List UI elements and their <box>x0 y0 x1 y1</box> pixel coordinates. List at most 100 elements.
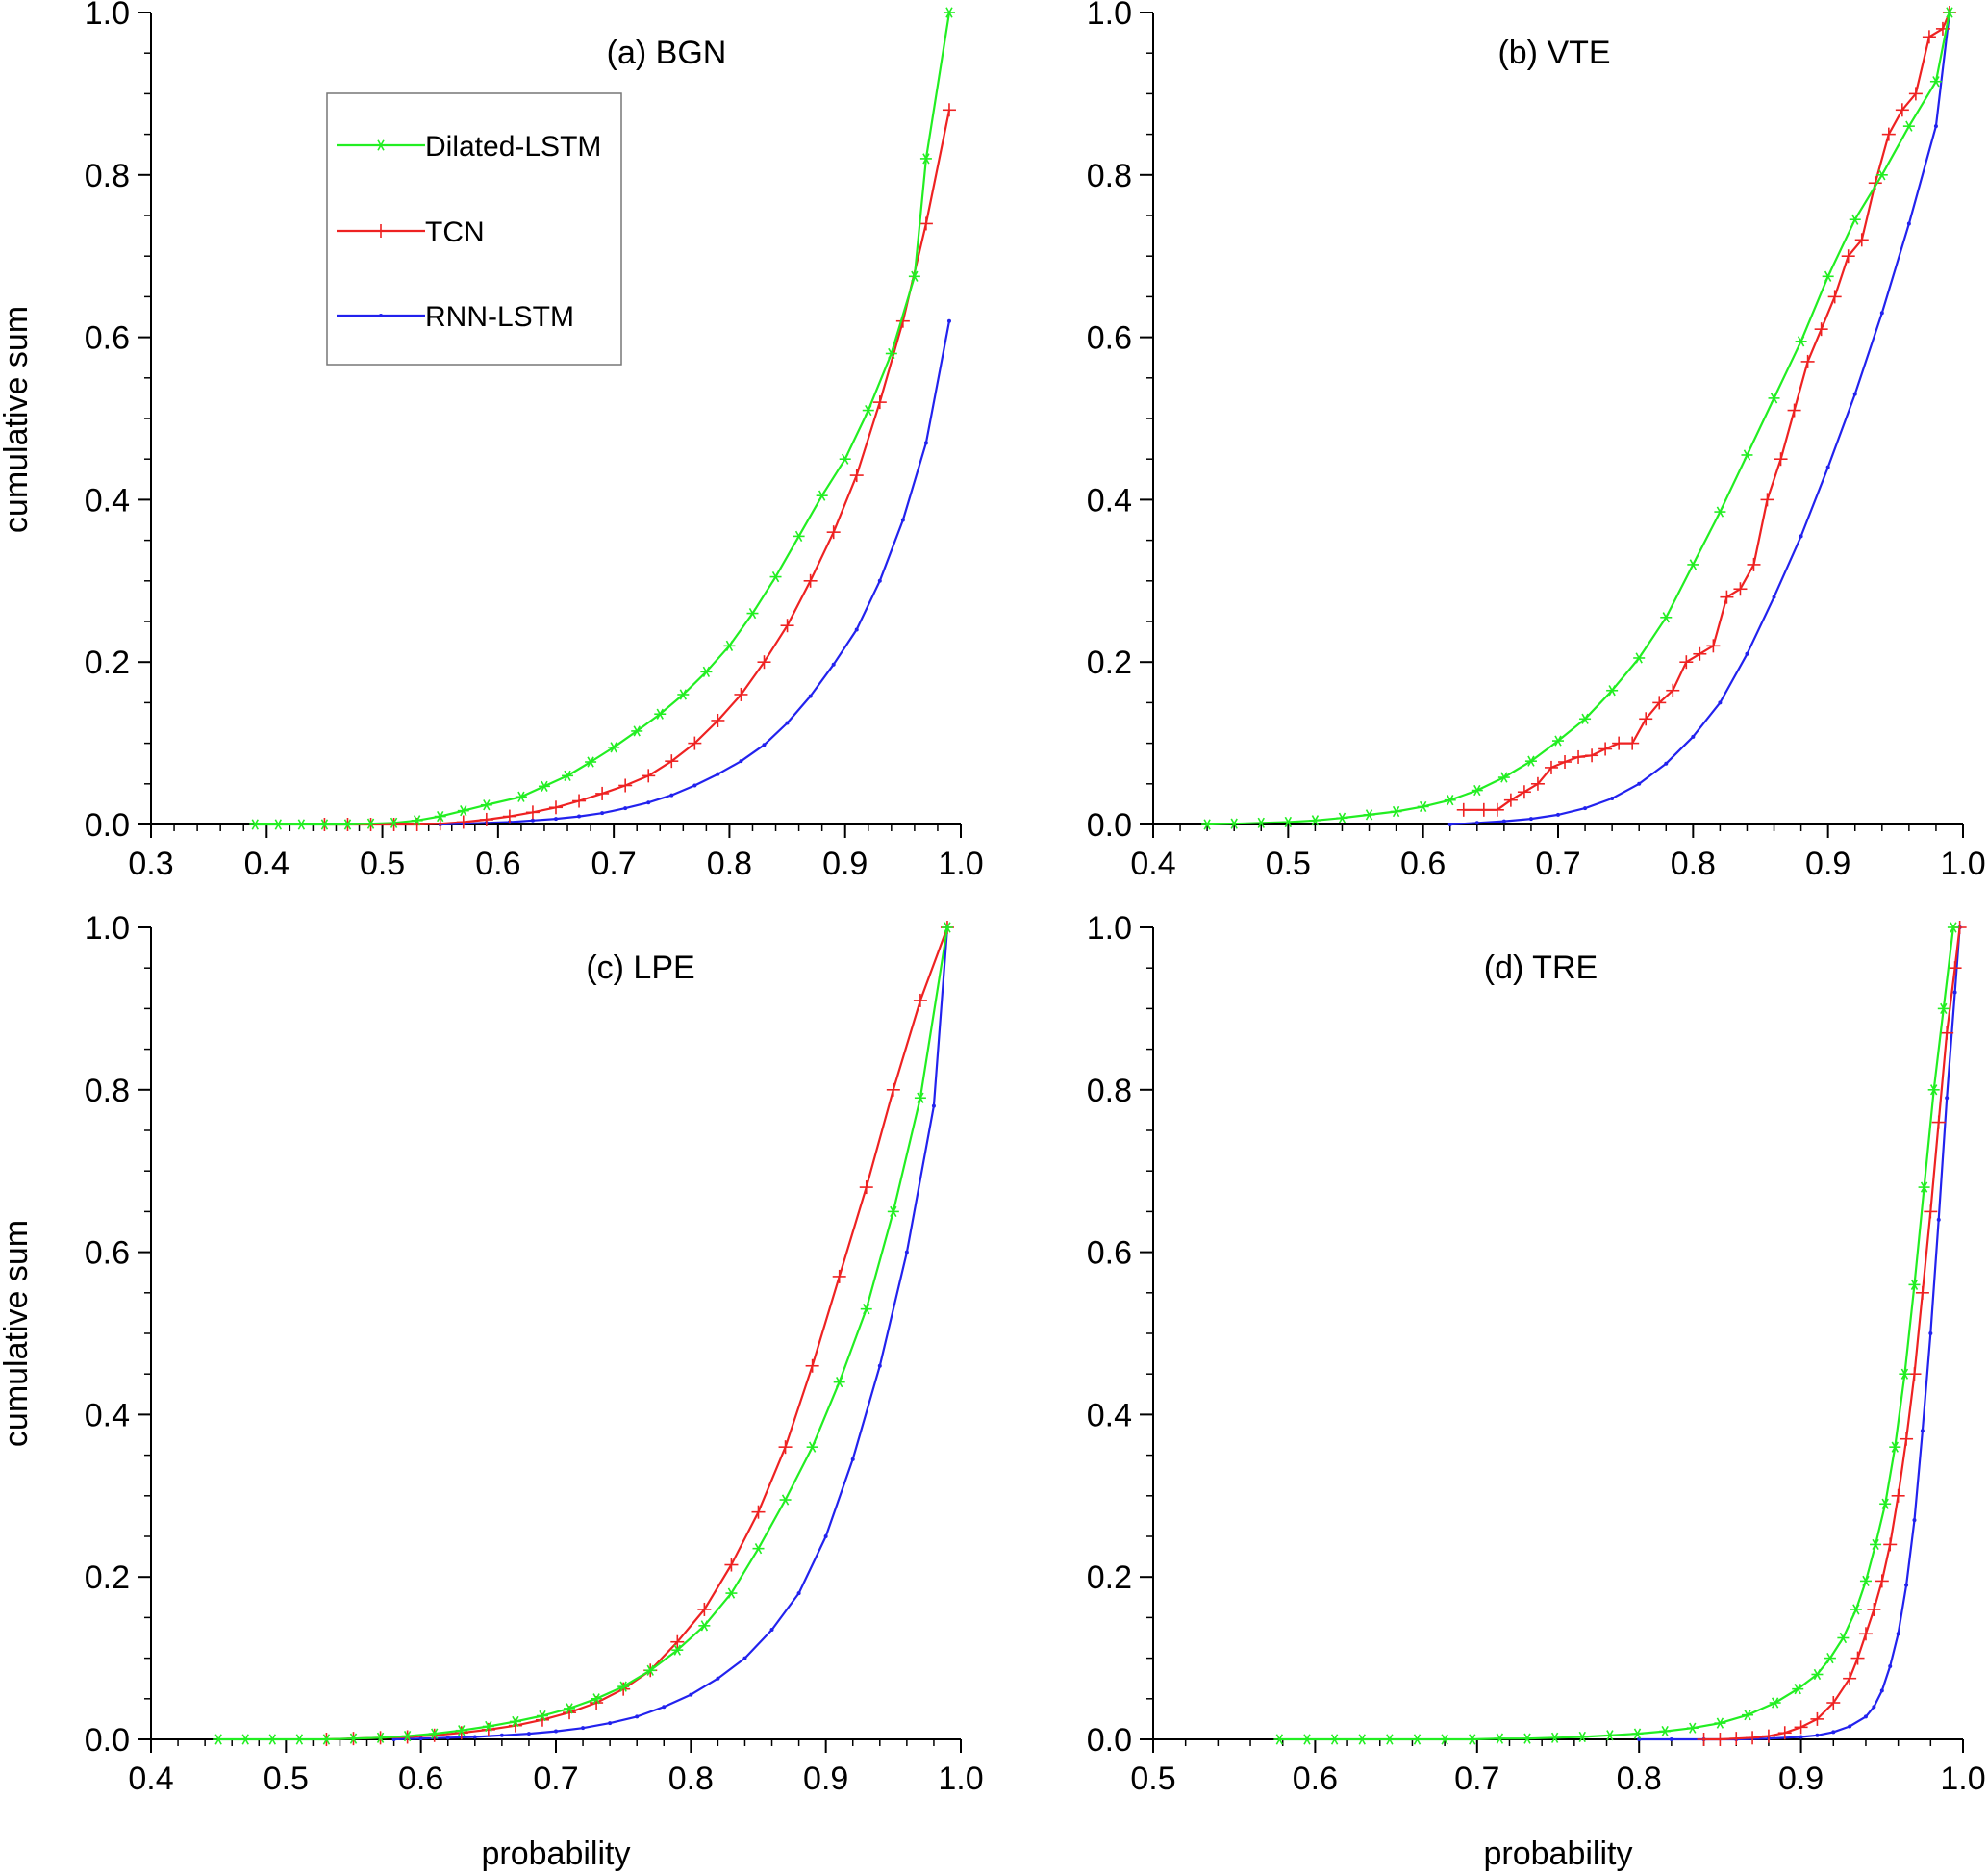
panel-c-point-dilated-lstm <box>914 1092 926 1103</box>
legend-box <box>326 92 622 366</box>
panel-b-point-rnn-lstm <box>1556 812 1560 817</box>
panel-a-point-tcn <box>711 713 725 727</box>
panel-b-xtick-label: 0.6 <box>1400 846 1446 882</box>
panel-d-point-dilated-lstm <box>1548 1732 1561 1743</box>
panel-a-ytick-label: 1.0 <box>85 0 130 32</box>
panel-b-point-dilated-lstm <box>1579 713 1592 724</box>
panel-d-point-dilated-lstm <box>1439 1734 1451 1745</box>
panel-b-point-dilated-lstm <box>1795 336 1807 347</box>
panel-b-ytick-label: 0.8 <box>1087 158 1132 194</box>
panel-b-point-rnn-lstm <box>1745 651 1749 656</box>
panel-a-point-dilated-lstm <box>249 819 262 830</box>
panel-c-point-dilated-lstm <box>374 1732 387 1743</box>
panel-c-point-rnn-lstm <box>742 1656 747 1660</box>
panel-a-point-dilated-lstm <box>769 570 782 583</box>
panel-a-point-dilated-lstm <box>862 404 874 417</box>
panel-a-point-tcn <box>734 687 748 701</box>
panel-a-point-tcn <box>665 754 679 769</box>
panel-b-series-tcn <box>1456 6 1956 817</box>
panel-d-point-rnn-lstm <box>1872 1705 1876 1710</box>
panel-a-point-dilated-lstm <box>388 817 400 828</box>
panel-b-point-rnn-lstm <box>1879 311 1884 316</box>
panel-c-point-dilated-lstm <box>644 1664 657 1676</box>
panel-b-point-tcn <box>1881 127 1896 141</box>
panel-c-point-rnn-lstm <box>823 1534 828 1538</box>
panel-d-ytick-label: 0.6 <box>1087 1235 1132 1272</box>
panel-c-point-rnn-lstm <box>526 1732 531 1736</box>
panel-c-point-dilated-lstm <box>266 1734 279 1745</box>
panel-d-point-dilated-lstm <box>1300 1734 1313 1745</box>
panel-d-point-dilated-lstm <box>1824 1652 1836 1664</box>
panel-a-point-dilated-lstm <box>457 805 469 817</box>
panel-c-point-rnn-lstm <box>581 1726 586 1731</box>
panel-d-point-rnn-lstm <box>1831 1730 1836 1735</box>
panel-c-xtick-label: 0.5 <box>264 1761 309 1797</box>
panel-a-point-tcn <box>872 395 887 410</box>
panel-a-point-tcn <box>642 769 656 783</box>
panel-b-point-tcn <box>1490 802 1504 817</box>
panel-b-point-tcn <box>1720 590 1734 604</box>
panel-a-point-dilated-lstm <box>793 530 805 542</box>
panel-c-point-dilated-lstm <box>725 1587 738 1599</box>
panel-c-point-tcn <box>454 1726 468 1740</box>
panel-a-series-rnn-lstm <box>438 318 951 826</box>
panel-a: 0.3 0.4 0.5 0.6 0.7 0.8 0.9 1.0 0.0 0.2 0.4 0.6 0.8 1… <box>0 0 984 882</box>
panel-b-xtick-label: 0.7 <box>1535 846 1580 882</box>
panel-d-point-dilated-lstm <box>1879 1498 1892 1509</box>
legend-marker-rnn-lstm-glyph <box>379 314 383 317</box>
panel-a-point-tcn <box>826 525 841 540</box>
panel-b-point-rnn-lstm <box>1528 817 1533 822</box>
panel-b-point-tcn <box>1625 736 1640 750</box>
panel-d-point-dilated-lstm <box>1850 1604 1862 1615</box>
panel-a-point-dilated-lstm <box>480 799 492 811</box>
panel-c-ytick-label: 0.6 <box>85 1235 130 1272</box>
panel-a-point-dilated-lstm <box>585 756 597 768</box>
panel-b-point-dilated-lstm <box>1741 449 1753 461</box>
panel-a-xtick-label: 0.7 <box>591 846 637 882</box>
panel-b-point-rnn-lstm <box>1933 124 1938 129</box>
panel-b-point-tcn <box>1706 639 1721 653</box>
panel-b-point-tcn <box>1572 749 1586 764</box>
panel-b: 0.4 0.5 0.6 0.7 0.8 0.9 1.00.00.20.40.60.81.0 … <box>1087 0 1986 882</box>
panel-c-point-dilated-lstm <box>564 1703 576 1714</box>
panel-b-point-dilated-lstm <box>1875 169 1888 181</box>
panel-b-point-dilated-lstm <box>1228 818 1241 829</box>
legend-entry-dilated-lstm: Dilated-LSTM <box>337 131 601 163</box>
panel-d-point-rnn-lstm <box>1799 1735 1803 1739</box>
panel-b-point-dilated-lstm <box>1902 120 1915 132</box>
panel-a-point-tcn <box>479 812 493 826</box>
panel-c-title: (c) LPE <box>586 950 694 986</box>
panel-a-point-tcn <box>780 619 794 633</box>
panel-b-point-rnn-lstm <box>1610 796 1615 800</box>
panel-d-point-dilated-lstm <box>1466 1734 1478 1745</box>
panel-a-point-tcn <box>618 778 633 793</box>
panel-d-line-tcn <box>1703 926 1961 1741</box>
panel-d-point-dilated-lstm <box>1947 922 1959 933</box>
panel-d-point-tcn <box>1931 1115 1946 1129</box>
panel-a-point-rnn-lstm <box>530 818 535 823</box>
panel-b-point-tcn <box>1922 30 1936 44</box>
panel-c-point-rnn-lstm <box>662 1705 667 1710</box>
panel-b-ytick-label: 1.0 <box>1087 0 1132 32</box>
panel-b-point-tcn <box>1841 249 1855 264</box>
panel-c-point-rnn-lstm <box>472 1735 477 1739</box>
panel-c-point-dilated-lstm <box>347 1733 360 1744</box>
panel-b-point-rnn-lstm <box>1906 221 1911 226</box>
panel-a-point-rnn-lstm <box>946 318 951 323</box>
panel-c-point-dilated-lstm <box>752 1543 765 1555</box>
panel-a-point-tcn <box>688 736 702 750</box>
panel-d-point-dilated-lstm <box>1870 1538 1882 1551</box>
panel-b-series-rnn-lstm <box>1447 11 1951 826</box>
panel-b-point-dilated-lstm <box>1282 816 1295 828</box>
panel-d-point-dilated-lstm <box>1908 1279 1921 1290</box>
panel-d-series-dilated-lstm <box>1273 922 1959 1745</box>
panel-b-point-tcn <box>1503 793 1518 807</box>
panel-a-point-dilated-lstm <box>631 725 643 737</box>
panel-a-point-dilated-lstm <box>365 818 377 829</box>
panel-b-point-tcn <box>1652 696 1667 710</box>
panel-b-point-dilated-lstm <box>1417 800 1429 813</box>
panel-a-point-tcn <box>549 800 563 815</box>
panel-c-point-dilated-lstm <box>941 922 953 933</box>
panel-b-point-dilated-lstm <box>1390 805 1402 818</box>
panel-b-point-rnn-lstm <box>1637 781 1642 786</box>
